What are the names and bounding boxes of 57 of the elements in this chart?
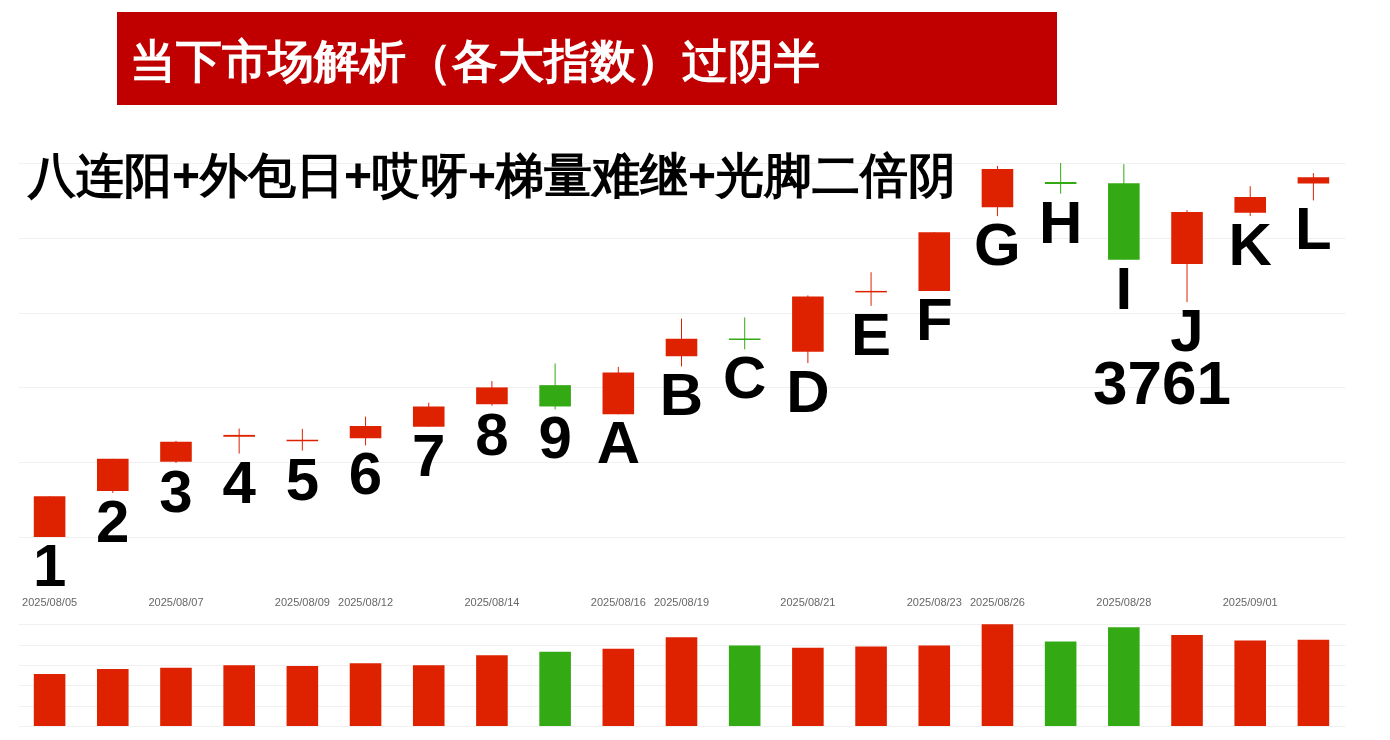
text: A [596, 409, 640, 477]
text: D [786, 358, 830, 426]
text: B [659, 361, 704, 429]
candlestick [223, 428, 255, 455]
bar [728, 645, 761, 726]
bar [349, 663, 382, 726]
bar [96, 669, 129, 726]
text: 5 [285, 445, 320, 513]
bar [1044, 641, 1077, 726]
text: K [1228, 211, 1272, 279]
bar [1234, 640, 1267, 726]
bar [476, 655, 508, 726]
text: 4 [222, 448, 256, 516]
text: 8 [475, 400, 509, 468]
bar [1108, 627, 1140, 726]
bar [792, 647, 824, 726]
x-tick-label: 2025/08/23 [906, 595, 962, 608]
x-tick-label: 2025/09/01 [1222, 595, 1278, 608]
text: L [1295, 195, 1332, 263]
text: I [1115, 254, 1133, 322]
x-tick-label: 2025/08/28 [1096, 595, 1152, 608]
bar [33, 673, 66, 726]
text: 2 [96, 487, 130, 555]
chart-subtitle: 八连阳+外包日+哎呀+梯量难继+光脚二倍阴 [26, 149, 957, 202]
x-tick-label: 2025/08/12 [338, 595, 394, 608]
x-tick-label: 2025/08/19 [653, 595, 710, 608]
x-tick-label: 2025/08/21 [780, 595, 836, 608]
bar [665, 637, 698, 726]
x-tick-label: 2025/08/14 [464, 595, 520, 608]
candlestick [728, 316, 761, 350]
text: 6 [348, 440, 383, 508]
candlestick [1044, 162, 1077, 195]
bar [855, 646, 887, 726]
bar [223, 665, 255, 726]
bar [602, 648, 635, 726]
bar [981, 624, 1014, 726]
bar [286, 665, 319, 726]
text: E [851, 300, 892, 368]
x-tick-label: 2025/08/09 [274, 595, 330, 608]
x-tick-label: 2025/08/16 [590, 595, 646, 608]
bar [1297, 639, 1330, 726]
bar [412, 665, 445, 726]
text: F [915, 285, 953, 353]
x-tick-label: 2025/08/26 [969, 595, 1025, 608]
candlestick [1297, 172, 1330, 201]
x-tick-label: 2025/08/07 [148, 595, 204, 608]
text: G [974, 211, 1021, 279]
bar [918, 645, 951, 726]
bar [539, 651, 571, 726]
bar [1171, 634, 1203, 726]
text: 7 [412, 421, 446, 489]
text: 9 [538, 404, 572, 472]
text: 3 [159, 457, 193, 525]
bar [160, 667, 192, 726]
text: H [1038, 188, 1083, 256]
chart-title: 当下市场解析（各大指数）过阴半 [130, 35, 820, 87]
text: C [723, 344, 767, 412]
